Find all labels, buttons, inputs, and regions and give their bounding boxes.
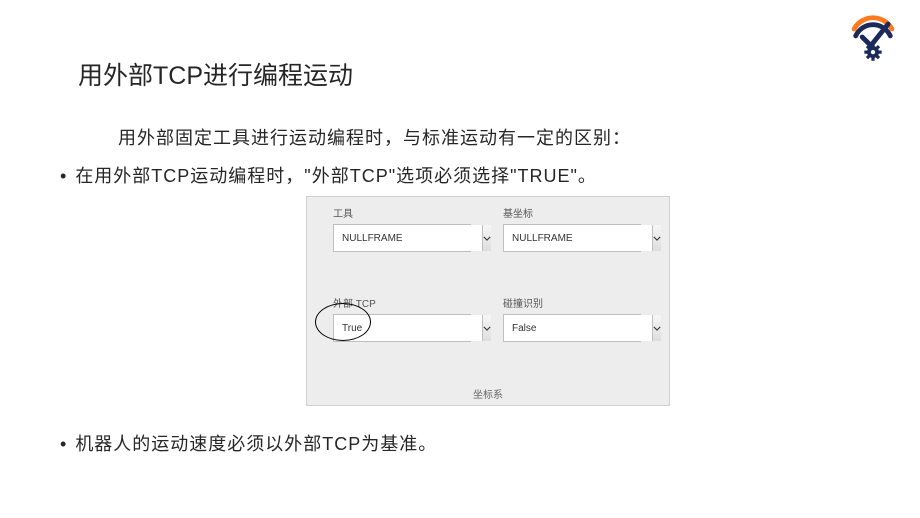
field-collision-label: 碰撞识别 (503, 295, 641, 310)
field-tool-label: 工具 (333, 205, 471, 220)
field-external-tcp: 外部 TCP (333, 295, 471, 342)
field-ext-tcp-label: 外部 TCP (333, 295, 471, 310)
settings-panel: 工具 基坐标 外部 TCP (306, 196, 670, 406)
chevron-down-icon (653, 326, 661, 331)
base-combobox[interactable] (503, 224, 641, 252)
base-dropdown-button[interactable] (652, 225, 661, 251)
field-tool: 工具 (333, 205, 471, 252)
ext-tcp-dropdown-button[interactable] (482, 315, 491, 341)
collision-combobox[interactable] (503, 314, 641, 342)
collision-input[interactable] (504, 315, 652, 341)
page-title: 用外部TCP进行编程运动 (78, 56, 353, 92)
brand-logo (846, 10, 900, 64)
field-base-label: 基坐标 (503, 205, 641, 220)
chevron-down-icon (483, 326, 491, 331)
chevron-down-icon (653, 236, 661, 241)
field-base: 基坐标 (503, 205, 641, 252)
tool-combobox[interactable] (333, 224, 471, 252)
tool-input[interactable] (334, 225, 482, 251)
field-collision: 碰撞识别 (503, 295, 641, 342)
collision-dropdown-button[interactable] (652, 315, 661, 341)
ext-tcp-input[interactable] (334, 315, 482, 341)
chevron-down-icon (483, 236, 491, 241)
bullet-item-2: 机器人的运动速度必须以外部TCP为基准。 (60, 430, 437, 456)
ext-tcp-combobox[interactable] (333, 314, 471, 342)
tool-dropdown-button[interactable] (482, 225, 491, 251)
intro-text: 用外部固定工具进行运动编程时，与标准运动有一定的区别： (118, 124, 631, 150)
bullet-item-1: 在用外部TCP运动编程时，"外部TCP"选项必须选择"TRUE"。 (60, 162, 597, 188)
panel-footer-label: 坐标系 (473, 386, 503, 401)
base-input[interactable] (504, 225, 652, 251)
